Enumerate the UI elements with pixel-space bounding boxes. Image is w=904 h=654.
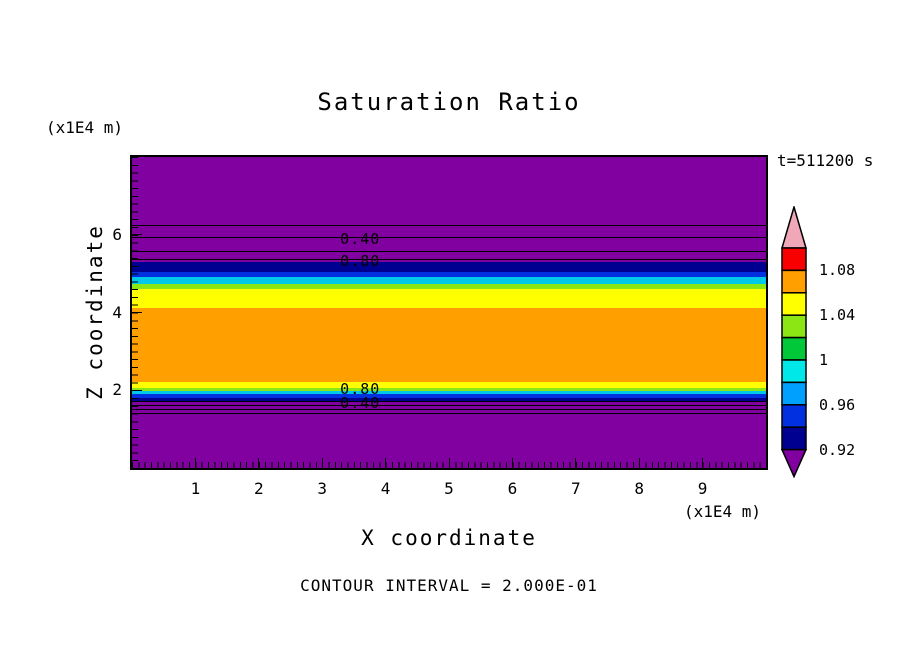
x-tick-label: 8 [634, 479, 644, 498]
contour-band-navy-lower [132, 397, 766, 401]
x-major-tick [385, 458, 387, 468]
colorbar-tick-label: 1.04 [819, 306, 856, 325]
plot-area: 0.40 0.80 0.80 0.40 [130, 155, 768, 470]
contour-line [132, 236, 766, 238]
y-major-tick [132, 389, 142, 391]
colorbar-segment [781, 359, 807, 384]
contour-line [132, 224, 766, 226]
x-tick-label: 4 [380, 479, 391, 498]
contour-band-purple-upper [132, 157, 766, 262]
y-tick-label: 6 [112, 224, 122, 244]
contour-label: 0.40 [340, 394, 381, 413]
y-major-tick [132, 234, 142, 236]
y-tick-label: 4 [112, 302, 122, 322]
colorbar-arrow-up-icon [780, 204, 808, 249]
y-axis-units-label: (x1E4 m) [46, 118, 124, 137]
colorbar-tick-label: 0.92 [819, 440, 856, 459]
contour-band-blue-upper [132, 272, 766, 277]
colorbar-tick-label: 1.08 [819, 261, 856, 280]
contour-interval-note: CONTOUR INTERVAL = 2.000E-01 [300, 576, 598, 595]
x-major-tick [511, 458, 513, 468]
x-axis-units-label: (x1E4 m) [684, 502, 762, 521]
contour-band-orange-main [132, 307, 766, 383]
contour-line [132, 401, 766, 403]
x-tick-label: 5 [444, 479, 454, 498]
contour-band-purple-lower [132, 400, 766, 468]
contour-line [132, 250, 766, 252]
colorbar-arrow-down-icon [780, 448, 808, 479]
x-tick-label: 2 [253, 479, 264, 498]
contour-band-yellow-lower [132, 382, 766, 388]
x-major-tick [321, 458, 323, 468]
contour-band-navy-upper [132, 261, 766, 273]
chart-title: Saturation Ratio [317, 88, 581, 116]
x-major-tick [258, 458, 260, 468]
x-axis-title: X coordinate [361, 526, 537, 550]
colorbar-segment [781, 336, 807, 361]
x-major-tick [448, 458, 450, 468]
x-tick-label: 9 [697, 479, 708, 498]
x-tick-label: 1 [190, 479, 201, 498]
colorbar-segment [781, 381, 807, 406]
contour-line [132, 259, 766, 261]
colorbar-segment [781, 314, 807, 339]
contour-band-yellow-upper [132, 289, 766, 308]
colorbar-segment [781, 292, 807, 316]
contour-band-blue-lower [132, 394, 766, 398]
x-tick-label: 7 [570, 479, 581, 498]
x-major-tick [194, 458, 196, 468]
contour-band-green-lower [132, 387, 766, 392]
colorbar-segment [781, 426, 807, 451]
colorbar-segment [781, 404, 807, 428]
x-major-tick [575, 458, 577, 468]
y-tick-label: 2 [112, 380, 122, 400]
contour-band-green-upper [132, 283, 766, 290]
x-major-tick [702, 458, 704, 468]
x-tick-label: 6 [507, 479, 518, 498]
colorbar-tick-label: 0.96 [819, 395, 856, 414]
colorbar-svg [780, 204, 808, 479]
contour-band-cyan-upper [132, 276, 766, 284]
contour-label: 0.40 [340, 229, 381, 248]
contour-band-cyan-lower [132, 391, 766, 395]
colorbar-tick-label: 1 [819, 351, 829, 369]
y-major-tick [132, 312, 142, 313]
x-major-tick [638, 458, 640, 468]
contour-label: 0.80 [340, 252, 381, 271]
time-annotation: t=511200 s [777, 151, 874, 170]
contour-line [132, 405, 766, 407]
colorbar [780, 204, 808, 486]
contour-line [132, 413, 766, 415]
x-tick-label: 3 [317, 479, 327, 498]
contour-line [132, 409, 766, 411]
colorbar-segment [781, 269, 807, 294]
contour-label: 0.80 [340, 380, 381, 399]
colorbar-segment [781, 247, 807, 272]
